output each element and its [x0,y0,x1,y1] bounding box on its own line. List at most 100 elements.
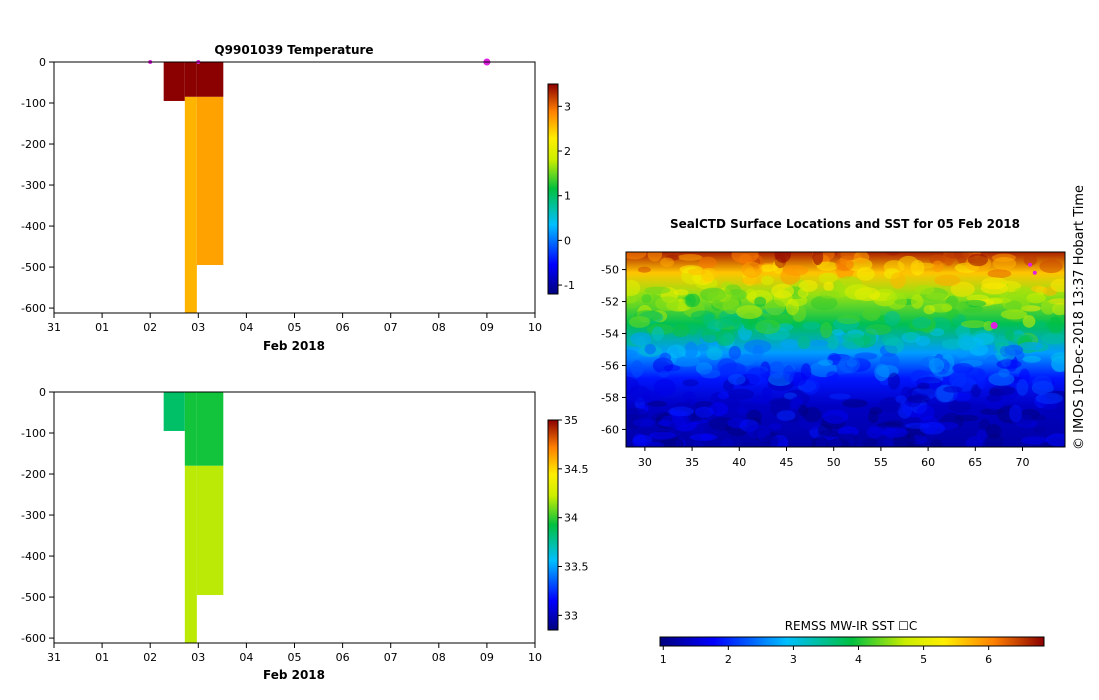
sst-texture-cell [912,316,931,329]
sst-texture-cell [1035,417,1062,436]
sst-texture-cell [895,395,907,404]
sst-texture-cell [985,423,1002,439]
sst-texture-cell [626,293,639,309]
sst-texture-cell [886,292,907,310]
sst-texture-cell [943,385,963,393]
sst-texture-cell [768,398,790,407]
profile-cell [184,62,197,97]
sst-texture-cell [641,293,652,304]
y-tick-label: -500 [21,261,46,274]
colorbar-tick-label: -1 [564,279,575,292]
sst-texture-cell [934,274,961,287]
sst-texture-cell [1032,375,1053,390]
sst-texture-cell [1004,330,1015,341]
x-tick-label: 60 [921,456,935,469]
y-tick-label: -300 [21,509,46,522]
x-tick-label: 65 [968,456,982,469]
x-tick-label: 02 [143,321,157,334]
sst-texture-cell [777,323,794,332]
sst-texture-cell [881,427,909,438]
x-tick-label: 05 [288,651,302,664]
map-axes-frame [625,251,1066,448]
sst-texture-cell [1022,315,1036,328]
sst-texture-cell [626,407,648,422]
sst-texture-cell [715,329,735,346]
y-tick-label: -54 [601,328,619,341]
sst-texture-cell [998,368,1010,378]
sst-texture-cell [820,321,833,339]
x-tick-label: 02 [143,651,157,664]
sst-texture-cell [989,385,1016,396]
sst-colorbar [659,636,1045,647]
sst-texture-cell [655,296,680,311]
sst-texture-cell [1023,254,1038,266]
sst-texture-cell [754,296,767,307]
surface-location-marker [1028,262,1033,267]
x-tick-label: 09 [480,321,494,334]
sst-texture-cell [1009,404,1023,423]
sst-texture-cell [973,332,995,345]
sst-texture-cell [755,319,781,335]
sst-texture-cell [672,356,700,367]
sst-texture-cell [1044,408,1065,416]
sst-texture-cell [780,339,799,349]
sst-texture-cell [812,252,824,266]
x-tick-label: 06 [336,321,350,334]
sst-texture-cell [785,298,800,316]
sst-texture-cell [658,370,669,378]
x-tick-label: 05 [288,321,302,334]
map-x-ticks: 30 35 40 45 50 55 60 65 70 [638,447,1030,469]
sst-texture-cell [797,288,809,298]
sst-texture-cell [817,429,839,438]
sst-texture-cell [948,399,972,413]
y-tick-label: -100 [21,427,46,440]
sst-texture-cell [854,352,878,360]
sst-texture-cell [987,269,1012,279]
sst-texture-cell [919,421,946,435]
sst-texture-cell [1018,341,1043,351]
profile-cell [184,96,197,313]
sst-texture-cell [695,406,714,419]
y-tick-label: -400 [21,550,46,563]
profile-cell [163,62,185,101]
colorbar-tick-label: 33 [564,609,578,622]
x-tick-label: 10 [528,321,542,334]
sst-texture-cell [727,388,755,400]
sst-texture-cell [907,394,930,404]
sst-texture-cell [946,308,960,319]
sst-texture-cell [776,410,796,421]
sst-texture-cell [684,293,696,308]
sst-texture-cell [818,272,838,284]
colorbar-tick-label: 35 [564,414,578,427]
sst-texture-cell [768,423,782,430]
sst-texture-cell [950,281,975,297]
sst-texture-cell [626,349,638,358]
y-tick-label: -300 [21,179,46,192]
sst-texture-cell [819,290,840,299]
sst-texture-cell [1039,259,1063,274]
sst-texture-cell [999,345,1011,357]
sst-texture-cell [700,433,713,441]
sst-texture-cell [798,404,809,416]
sst-texture-cell [637,266,651,273]
x-tick-label: 03 [191,651,205,664]
sst-texture-cell [1016,378,1029,396]
sst-texture-cell [762,434,779,447]
sst-texture-cell [659,352,672,363]
sst-texture-cell [644,344,656,355]
sst-texture-cell [717,358,737,374]
sst-texture-cell [856,430,870,443]
sst-texture-cell [884,310,901,326]
x-tick-label: 40 [732,456,746,469]
temperature-axes-frame [53,61,536,314]
sst-texture-cell [668,406,695,417]
x-tick-label: 06 [336,651,350,664]
sst-texture-cell [930,439,943,447]
temperature-profiles [163,62,224,313]
sst-texture-cell [992,257,1017,270]
sst-texture-cell [1021,436,1049,445]
sst-texture-cell [887,372,901,390]
x-tick-label: 04 [239,651,253,664]
x-tick-label: 45 [779,456,793,469]
sst-texture-cell [964,299,987,308]
